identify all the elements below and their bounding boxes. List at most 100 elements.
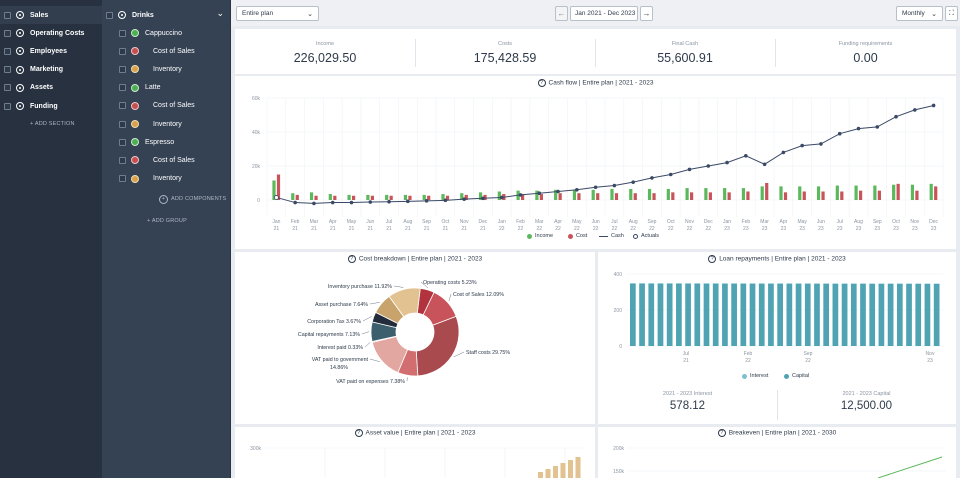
cost-bar: [746, 191, 750, 200]
fullscreen-icon[interactable]: ⛶: [945, 6, 958, 21]
sidebar-item-assets[interactable]: Assets: [0, 79, 102, 97]
legend-interest[interactable]: Interest: [742, 373, 768, 379]
loan-interest-label: 2021 - 2023 Interest: [662, 391, 713, 397]
period-select[interactable]: Monthly ⌄: [896, 6, 943, 21]
sidebar-item-operating-costs[interactable]: Operating Costs: [0, 24, 102, 42]
sidebar-item-employees[interactable]: Employees: [0, 42, 102, 60]
cost-bar: [558, 193, 562, 200]
cost-pie-chart: Operating costs 5.23% Cost of Sales 12.09…: [298, 280, 510, 385]
legend-capital[interactable]: Capital: [784, 373, 809, 379]
component-label: Inventory: [153, 65, 182, 73]
capital-bar: [740, 283, 747, 346]
add-section-link[interactable]: + ADD SECTION: [30, 121, 75, 127]
capital-bar: [841, 283, 848, 346]
capital-bar: [832, 283, 839, 346]
checkbox[interactable]: [119, 102, 126, 110]
component-item[interactable]: Cappuccino: [115, 24, 230, 42]
checkbox[interactable]: [4, 29, 11, 37]
help-icon[interactable]: ?: [708, 255, 717, 263]
plan-select[interactable]: Entire plan ⌄: [236, 6, 319, 21]
checkbox[interactable]: [4, 11, 11, 19]
component-item[interactable]: Inventory: [115, 115, 230, 133]
cost-bar: [464, 194, 468, 200]
cost-bar: [671, 192, 675, 200]
interest-bar: [685, 283, 691, 284]
income-bar: [403, 194, 408, 200]
checkbox[interactable]: [119, 84, 126, 92]
loan-capital-value: 12,500.00: [840, 400, 893, 412]
checkbox[interactable]: [119, 120, 126, 128]
legend-actuals[interactable]: Actuals: [633, 233, 659, 239]
capital-bar: [703, 283, 710, 346]
kpi-value: 226,029.50: [293, 51, 357, 65]
x-tick-label: Jan: [272, 219, 280, 225]
cost-bar: [276, 174, 281, 200]
capital-bar: [814, 283, 820, 346]
legend-cash[interactable]: Cash: [599, 233, 624, 239]
capital-bar: [639, 283, 645, 346]
y-tick-label: 300k: [250, 446, 261, 452]
component-item[interactable]: Cost of Sales: [115, 151, 230, 169]
chevron-down-icon[interactable]: ⌄: [216, 8, 224, 18]
component-label: Cost of Sales: [153, 156, 195, 164]
checkbox[interactable]: [119, 65, 126, 73]
interest-bar: [749, 283, 756, 284]
cash-point: [687, 167, 692, 172]
component-item[interactable]: Cost of Sales: [115, 42, 230, 60]
component-label: Inventory: [153, 175, 182, 183]
sidebar-item-label: Operating Costs: [30, 29, 85, 37]
checkbox[interactable]: [4, 66, 11, 74]
checkbox[interactable]: [4, 47, 11, 55]
date-range-select[interactable]: Jan 2021 - Dec 2023: [570, 6, 638, 21]
asset-title-text: Asset value | Entire plan | 2021 - 2023: [365, 429, 476, 437]
component-item[interactable]: Espresso: [115, 133, 230, 151]
component-item[interactable]: Inventory: [115, 60, 230, 78]
legend-income[interactable]: Income: [527, 233, 553, 239]
checkbox[interactable]: [119, 156, 126, 164]
help-icon[interactable]: ?: [347, 255, 356, 263]
checkbox[interactable]: [106, 11, 113, 19]
cost-bar: [840, 191, 844, 200]
x-tick-label: 21: [274, 226, 280, 232]
component-item[interactable]: Cost of Sales: [115, 97, 230, 115]
pie-leader-line: [420, 281, 429, 289]
sidebar-item-sales[interactable]: Sales: [0, 6, 102, 24]
help-icon[interactable]: ?: [537, 79, 546, 87]
next-period-button[interactable]: →: [640, 6, 653, 21]
x-tick-label: Feb: [744, 351, 753, 357]
prev-period-button[interactable]: ←: [555, 6, 568, 21]
component-item[interactable]: Latte: [115, 79, 230, 97]
legend-cost[interactable]: Cost: [568, 233, 587, 239]
checkbox[interactable]: [4, 84, 11, 92]
component-label: Espresso: [145, 138, 175, 146]
interest-bar: [639, 283, 645, 284]
cost-bar: [708, 192, 712, 200]
checkbox[interactable]: [119, 138, 126, 146]
group-label: Drinks: [132, 11, 154, 19]
add-group-link[interactable]: + ADD GROUP: [147, 218, 187, 224]
checkbox[interactable]: [119, 47, 126, 55]
group-drinks[interactable]: Drinks ⌄: [102, 6, 230, 24]
x-tick-label: Jun: [817, 219, 825, 225]
add-components-link[interactable]: + ADD COMPONENTS: [159, 195, 226, 204]
checkbox[interactable]: [119, 175, 126, 183]
cost-bar: [314, 195, 318, 200]
help-icon[interactable]: ?: [354, 429, 363, 437]
component-label: Cappuccino: [145, 29, 182, 37]
cash-point: [931, 103, 936, 108]
group-icon: [118, 11, 126, 19]
capital-bar: [749, 283, 756, 346]
component-item[interactable]: Inventory: [115, 170, 230, 188]
sidebar-item-marketing[interactable]: Marketing: [0, 61, 102, 79]
capital-bar: [878, 283, 885, 346]
pie-label: Asset purchase 7.64%: [315, 302, 368, 308]
sidebar-item-funding[interactable]: Funding: [0, 97, 102, 115]
cash-point: [819, 142, 823, 146]
income-bar: [910, 184, 915, 200]
loan-card: ? Loan repayments | Entire plan | 2021 - …: [598, 252, 956, 424]
help-icon[interactable]: ?: [717, 429, 726, 437]
inventory-icon: [131, 174, 139, 183]
cost-bar: [352, 195, 356, 200]
checkbox[interactable]: [4, 102, 11, 110]
checkbox[interactable]: [119, 29, 126, 37]
